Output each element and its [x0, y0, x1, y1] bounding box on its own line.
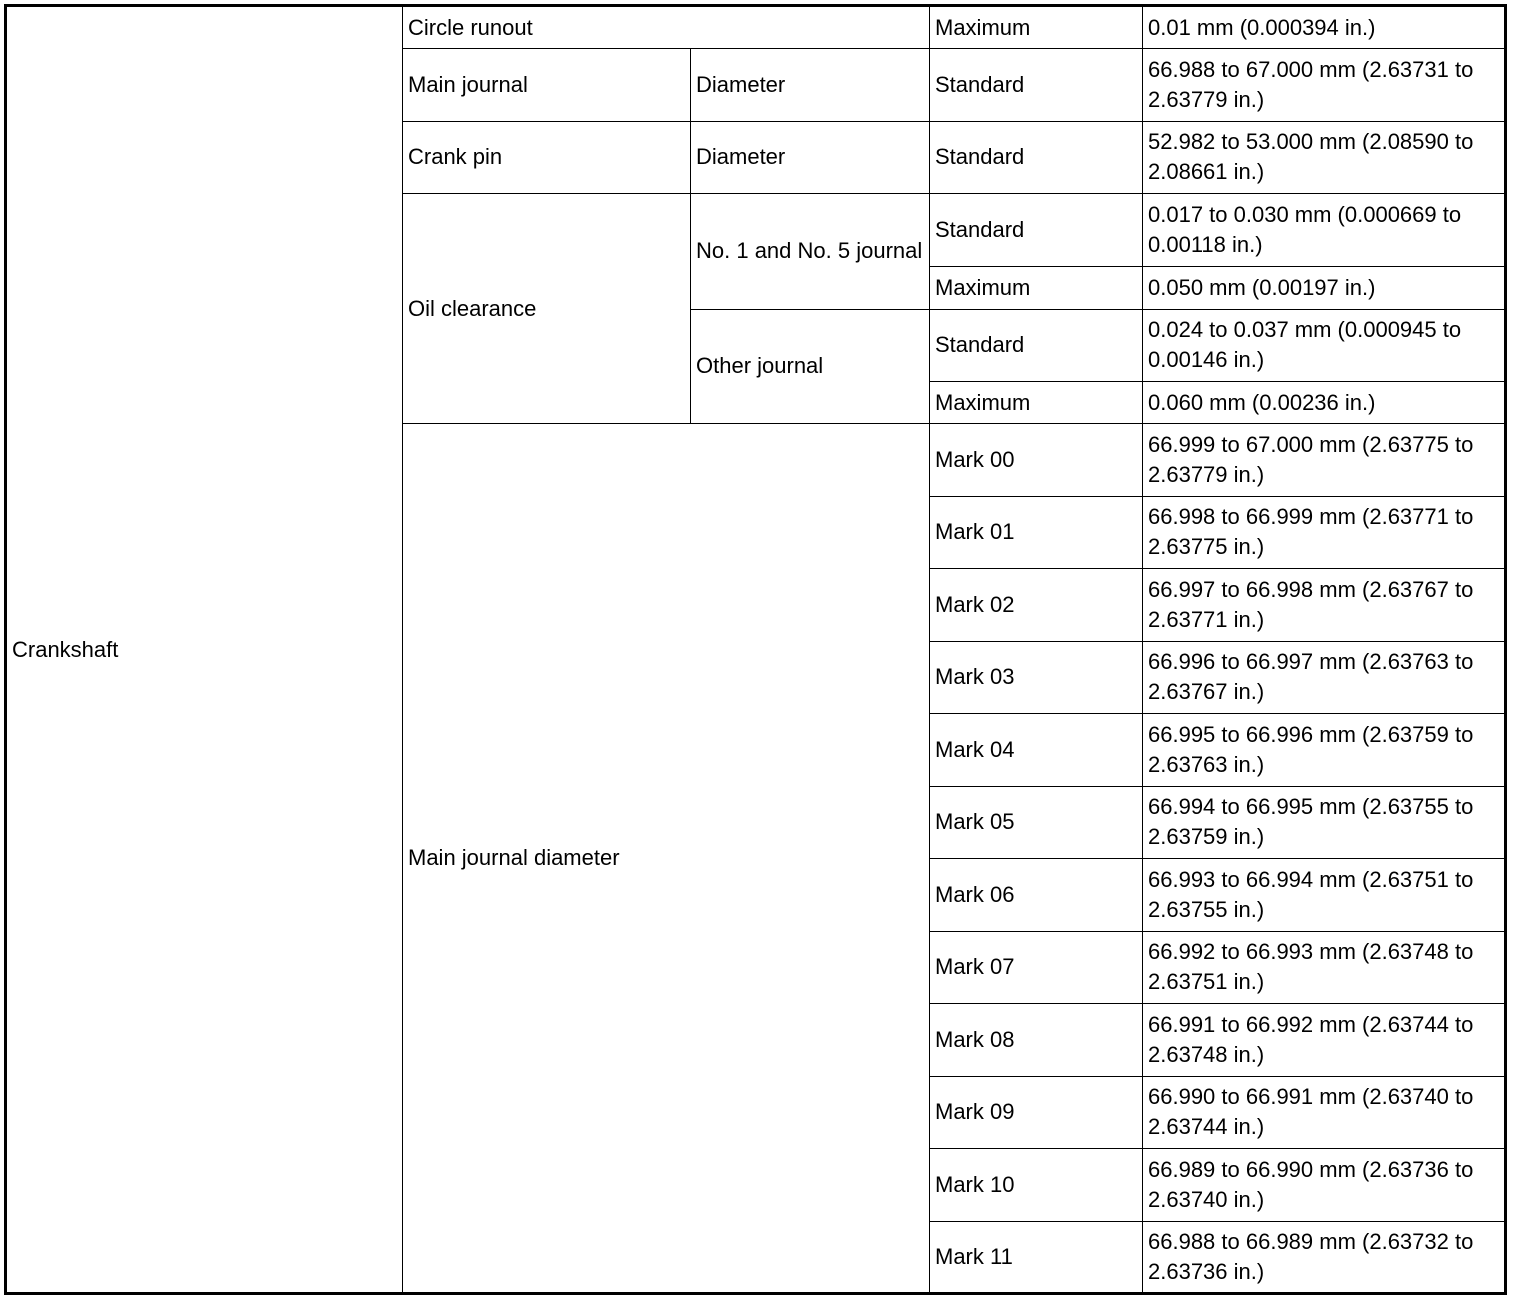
mark-cell: Mark 04	[929, 713, 1143, 787]
value-cell: 66.988 to 67.000 mm (2.63731 to 2.63779 …	[1142, 48, 1506, 122]
value-cell: 0.01 mm (0.000394 in.)	[1142, 5, 1506, 49]
value-cell: 66.993 to 66.994 mm (2.63751 to 2.63755 …	[1142, 858, 1506, 932]
mark-cell: Mark 08	[929, 1003, 1143, 1077]
table-row: Mark 11 66.988 to 66.989 mm (2.63732 to 2…	[6, 1220, 1506, 1294]
table-row: Crank pin Diameter Standard 52.982 to 53…	[6, 120, 1506, 194]
item-cell: Crank pin	[402, 120, 691, 194]
component-cell: Crankshaft	[5, 5, 403, 1294]
item-cell: Oil clearance	[402, 193, 691, 424]
type-cell: Standard	[929, 308, 1143, 382]
value-cell: 66.997 to 66.998 mm (2.63767 to 2.63771 …	[1142, 568, 1506, 642]
sub-item-cell: Other journal	[690, 308, 930, 424]
value-cell: 66.998 to 66.999 mm (2.63771 to 2.63775 …	[1142, 495, 1506, 569]
type-cell: Standard	[929, 193, 1143, 267]
value-cell: 0.050 mm (0.00197 in.)	[1142, 265, 1506, 310]
item-cell: Main journal	[402, 48, 691, 122]
value-cell: 66.991 to 66.992 mm (2.63744 to 2.63748 …	[1142, 1003, 1506, 1077]
mark-cell: Mark 06	[929, 858, 1143, 932]
sub-item-cell: Diameter	[690, 48, 930, 122]
value-cell: 0.017 to 0.030 mm (0.000669 to 0.00118 i…	[1142, 193, 1506, 267]
value-cell: 52.982 to 53.000 mm (2.08590 to 2.08661 …	[1142, 120, 1506, 194]
mark-cell: Mark 11	[929, 1220, 1143, 1294]
mark-cell: Mark 03	[929, 640, 1143, 714]
mark-cell: Mark 02	[929, 568, 1143, 642]
table-row: Mark 07 66.992 to 66.993 mm (2.63748 to 2…	[6, 930, 1506, 1004]
value-cell: 66.992 to 66.993 mm (2.63748 to 2.63751 …	[1142, 930, 1506, 1004]
mark-cell: Mark 01	[929, 495, 1143, 569]
type-cell: Maximum	[929, 381, 1143, 424]
item-cell: Circle runout	[402, 5, 930, 49]
type-cell: Standard	[929, 120, 1143, 194]
sub-item-cell: Diameter	[690, 120, 930, 194]
table-row: Mark 09 66.990 to 66.991 mm (2.63740 to 2…	[6, 1075, 1506, 1149]
mark-cell: Mark 07	[929, 930, 1143, 1004]
sub-item-cell: No. 1 and No. 5 journal	[690, 193, 930, 310]
item-cell: Main journal diameter	[402, 423, 930, 1294]
type-cell: Maximum	[929, 5, 1143, 49]
table-row: Mark 08 66.991 to 66.992 mm (2.63744 to 2…	[6, 1003, 1506, 1077]
type-cell: Standard	[929, 48, 1143, 122]
table-row: Oil clearance No. 1 and No. 5 journal St…	[6, 193, 1506, 424]
value-cell: 0.024 to 0.037 mm (0.000945 to 0.00146 i…	[1142, 308, 1506, 382]
crankshaft-spec-table: Crankshaft Circle runout Maximum 0.01 mm…	[4, 4, 1507, 1295]
table-row: Crankshaft Circle runout Maximum 0.01 mm…	[5, 5, 1506, 1294]
mark-cell: Mark 00	[929, 423, 1143, 497]
table-row: Mark 02 66.997 to 66.998 mm (2.63767 to 2…	[6, 568, 1506, 642]
value-cell: 66.995 to 66.996 mm (2.63759 to 2.63763 …	[1142, 713, 1506, 787]
value-cell: 66.990 to 66.991 mm (2.63740 to 2.63744 …	[1142, 1075, 1506, 1149]
value-cell: 66.996 to 66.997 mm (2.63763 to 2.63767 …	[1142, 640, 1506, 714]
table-row: Mark 04 66.995 to 66.996 mm (2.63759 to 2…	[6, 713, 1506, 787]
table-row: Mark 10 66.989 to 66.990 mm (2.63736 to 2…	[6, 1148, 1506, 1222]
table-row: Mark 01 66.998 to 66.999 mm (2.63771 to 2…	[6, 495, 1506, 569]
table-row: Maximum 0.060 mm (0.00236 in.)	[6, 381, 1506, 424]
mark-cell: Mark 05	[929, 785, 1143, 859]
table-row: Mark 03 66.996 to 66.997 mm (2.63763 to 2…	[6, 640, 1506, 714]
table-row: Maximum 0.050 mm (0.00197 in.)	[6, 265, 1506, 310]
value-cell: 66.988 to 66.989 mm (2.63732 to 2.63736 …	[1142, 1220, 1506, 1294]
value-cell: 66.999 to 67.000 mm (2.63775 to 2.63779 …	[1142, 423, 1506, 497]
mark-cell: Mark 09	[929, 1075, 1143, 1149]
type-cell: Maximum	[929, 265, 1143, 310]
value-cell: 66.994 to 66.995 mm (2.63755 to 2.63759 …	[1142, 785, 1506, 859]
value-cell: 0.060 mm (0.00236 in.)	[1142, 381, 1506, 424]
value-cell: 66.989 to 66.990 mm (2.63736 to 2.63740 …	[1142, 1148, 1506, 1222]
mark-cell: Mark 10	[929, 1148, 1143, 1222]
table-row: Main journal diameter Mark 00 66.999 to 67…	[6, 423, 1506, 1294]
table-row: Other journal Standard 0.024 to 0.037 mm…	[6, 308, 1506, 424]
